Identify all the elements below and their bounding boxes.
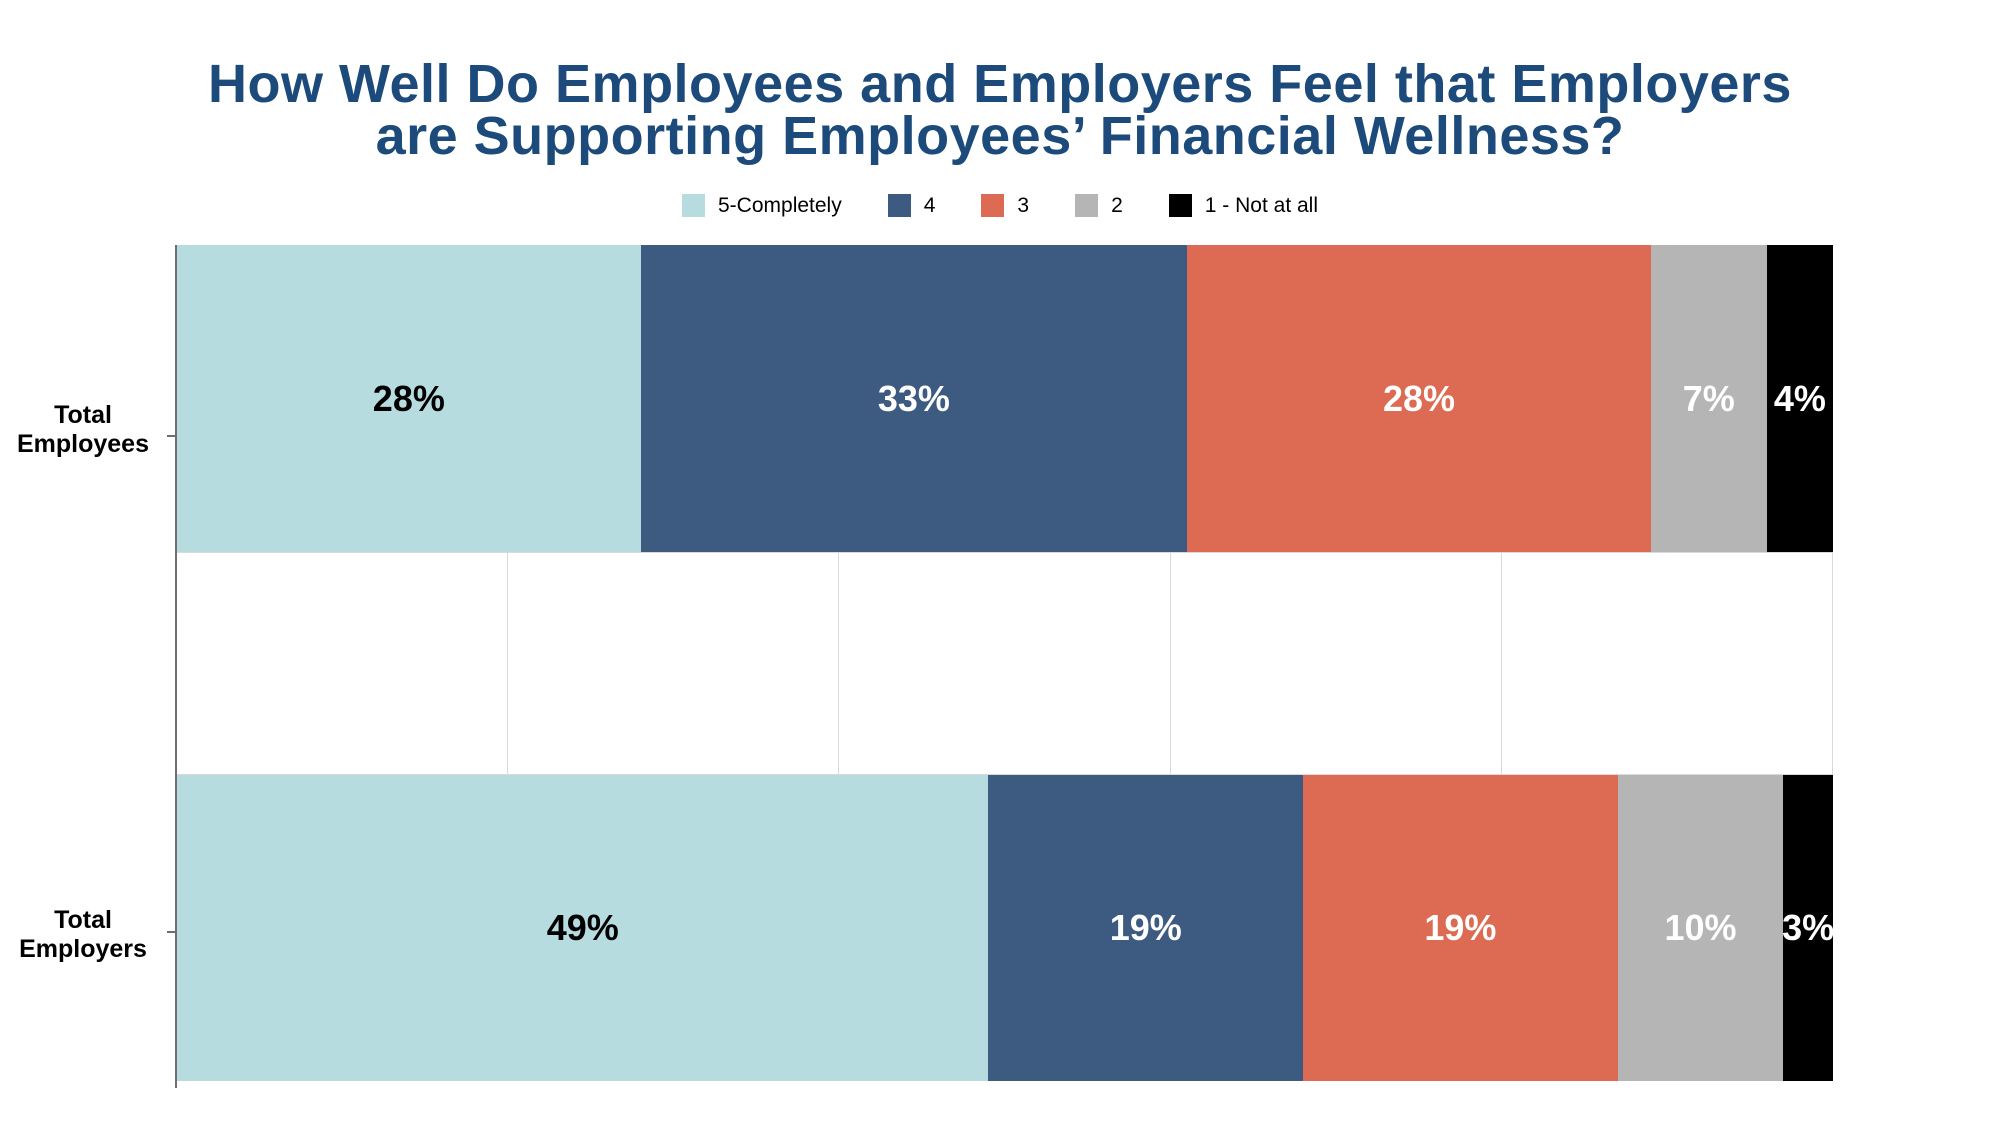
legend-label: 4 bbox=[923, 194, 936, 217]
y-axis-line bbox=[175, 245, 177, 1088]
segment-total-employers-3: 19% bbox=[1303, 775, 1618, 1081]
segment-value-label: 7% bbox=[1682, 377, 1735, 419]
bar-total-employees: 28% 33% 28% 7% 4% bbox=[177, 245, 1833, 552]
segment-total-employers-4: 19% bbox=[988, 775, 1304, 1081]
segment-total-employees-5-completely: 28% bbox=[177, 245, 641, 552]
chart-title-line2: are Supporting Employees’ Financial Well… bbox=[375, 106, 1625, 166]
segment-total-employers-5-completely: 49% bbox=[177, 775, 989, 1081]
segment-value-label: 10% bbox=[1664, 907, 1737, 948]
legend-item-2: 2 bbox=[1075, 194, 1123, 217]
segment-value-label: 28% bbox=[1382, 377, 1455, 419]
segment-value-label: 3% bbox=[1782, 907, 1835, 948]
segment-total-employees-1-not-at-all: 4% bbox=[1766, 245, 1833, 552]
legend-swatch-icon bbox=[887, 194, 911, 217]
segment-value-label: 19% bbox=[1424, 907, 1497, 948]
legend-item-3: 3 bbox=[981, 194, 1029, 217]
gridline-40-percent bbox=[838, 553, 840, 774]
axis-tick-total-employers bbox=[167, 931, 175, 933]
legend-swatch-icon bbox=[682, 194, 705, 217]
chart-title-line1: How Well Do Employees and Employers Feel… bbox=[208, 54, 1792, 114]
segment-value-label: 19% bbox=[1109, 907, 1182, 948]
legend-label: 1 - Not at all bbox=[1204, 194, 1318, 217]
segment-value-label: 28% bbox=[372, 377, 445, 419]
segment-total-employees-2: 7% bbox=[1650, 245, 1767, 552]
legend-label: 3 bbox=[1017, 194, 1030, 217]
legend-item-4: 4 bbox=[887, 194, 936, 217]
axis-tick-total-employees bbox=[167, 435, 175, 437]
category-label-total-employers: Total Employers bbox=[19, 906, 147, 963]
chart-title: How Well Do Employees and Employers Feel… bbox=[0, 57, 2000, 163]
segment-total-employees-4: 33% bbox=[640, 245, 1188, 552]
gridline-80-percent bbox=[1500, 553, 1502, 774]
gridline-100-percent bbox=[1832, 553, 1833, 774]
segment-total-employers-1-not-at-all: 3% bbox=[1782, 775, 1835, 1081]
plot-area: 28% 33% 28% 7% 4% 49% 19% 19% 10% 3% bbox=[167, 245, 1835, 1088]
legend-label: 5-Completely bbox=[718, 194, 842, 217]
gridline-band bbox=[177, 552, 1833, 775]
legend-item-1-not-at-all: 1 - Not at all bbox=[1168, 194, 1318, 217]
segment-value-label: 33% bbox=[877, 377, 950, 419]
category-label-total-employees: Total Employees bbox=[16, 401, 149, 458]
gridline-60-percent bbox=[1169, 553, 1171, 774]
legend-item-5-completely: 5-Completely bbox=[682, 194, 842, 217]
segment-value-label: 4% bbox=[1773, 377, 1826, 419]
legend-swatch-icon bbox=[981, 194, 1005, 217]
bar-total-employers: 49% 19% 19% 10% 3% bbox=[177, 775, 1835, 1081]
legend-swatch-icon bbox=[1168, 194, 1192, 217]
legend-swatch-icon bbox=[1075, 194, 1099, 217]
legend-label: 2 bbox=[1111, 194, 1123, 217]
gridline-20-percent bbox=[507, 553, 509, 774]
legend: 5-Completely 4 3 2 1 - Not at all bbox=[0, 194, 2000, 217]
segment-total-employees-3: 28% bbox=[1187, 245, 1651, 552]
segment-total-employers-2: 10% bbox=[1617, 775, 1784, 1081]
segment-value-label: 49% bbox=[546, 907, 619, 948]
